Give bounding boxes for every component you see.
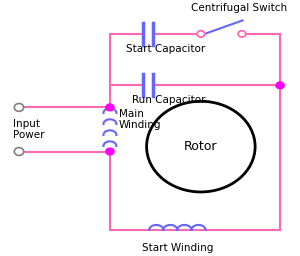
Circle shape: [106, 104, 114, 111]
Text: Start Capacitor: Start Capacitor: [126, 44, 205, 54]
Circle shape: [197, 31, 205, 37]
Text: Main
Winding: Main Winding: [119, 109, 161, 131]
Text: Rotor: Rotor: [184, 140, 218, 153]
Text: Start Winding: Start Winding: [142, 243, 213, 253]
Circle shape: [14, 103, 24, 111]
Text: Run Capacitor: Run Capacitor: [132, 95, 205, 105]
Text: Input
Power: Input Power: [13, 119, 45, 140]
Circle shape: [238, 31, 246, 37]
Circle shape: [106, 148, 114, 155]
Text: Centrifugal Switch: Centrifugal Switch: [191, 3, 287, 13]
Circle shape: [276, 82, 284, 89]
Circle shape: [14, 148, 24, 155]
